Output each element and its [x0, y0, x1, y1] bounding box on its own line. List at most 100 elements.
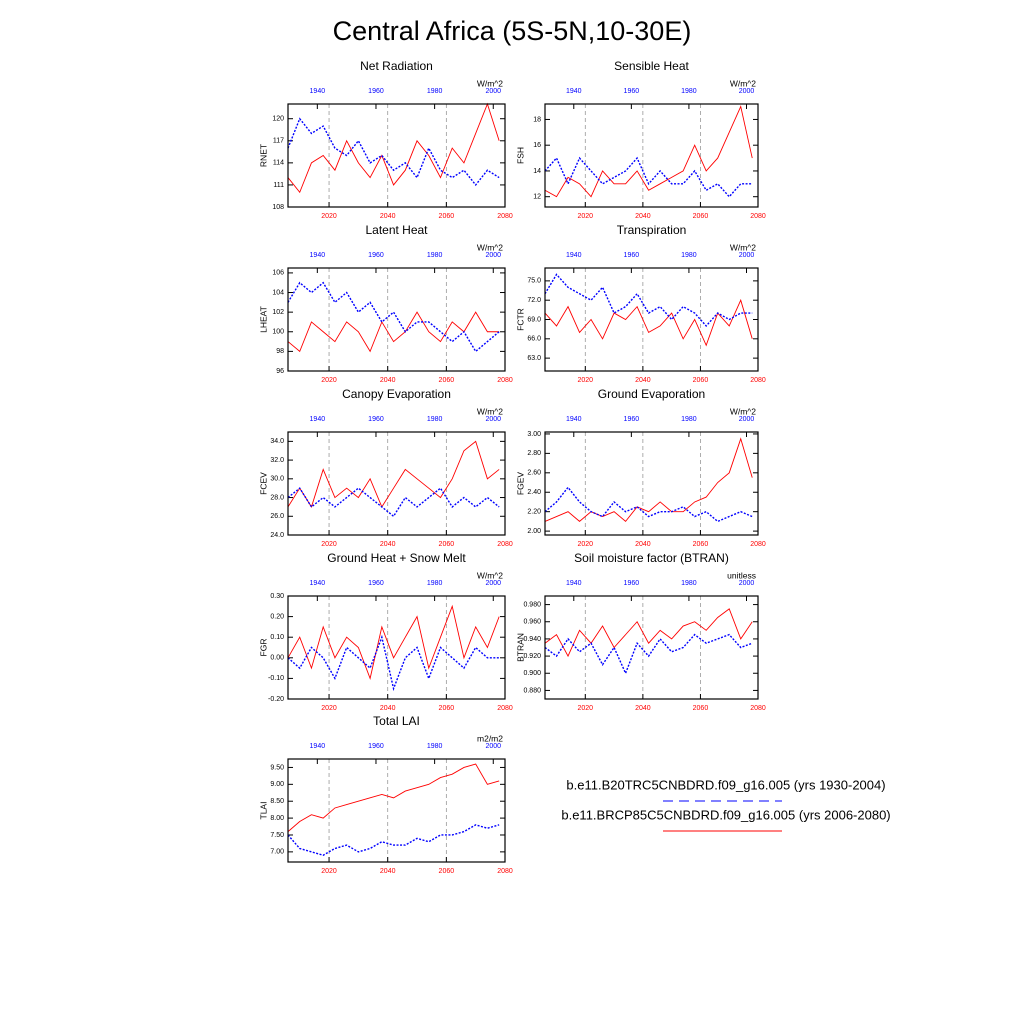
series-line	[544, 273, 753, 327]
panel-title: Ground Heat + Snow Melt	[327, 551, 466, 565]
x-tick-label: 2020	[321, 705, 337, 712]
panel-title: Soil moisture factor (BTRAN)	[574, 551, 729, 565]
y-tick-label: 0.920	[523, 653, 541, 660]
y-tick-label: 8.50	[270, 798, 284, 805]
x-tick-label: 2020	[578, 213, 594, 220]
series-line	[544, 437, 753, 523]
y-tick-label: 0.10	[270, 634, 284, 641]
series-line	[544, 298, 753, 347]
plot-frame	[287, 595, 506, 700]
x2-tick-label: 1960	[368, 88, 384, 95]
x2-tick-label: 1960	[624, 580, 640, 587]
x-tick-label: 2060	[439, 541, 455, 548]
y-tick-label: 69.0	[527, 316, 541, 323]
panel-title: Ground Evaporation	[598, 387, 705, 401]
x-tick-label: 2020	[321, 868, 337, 875]
panel-title: Latent Heat	[365, 223, 428, 237]
y-axis-label: TLAI	[258, 802, 268, 820]
units-label: W/m^2	[730, 406, 756, 416]
x2-tick-label: 2000	[739, 252, 755, 259]
y-tick-label: 0.940	[523, 636, 541, 643]
y-tick-label: 100	[272, 329, 284, 336]
x2-tick-label: 1980	[427, 416, 443, 423]
y-axis-label: FGEV	[515, 472, 525, 495]
plot-frame	[287, 103, 506, 208]
x-tick-label: 2040	[635, 705, 651, 712]
y-tick-label: 106	[272, 270, 284, 277]
x2-tick-label: 1960	[624, 88, 640, 95]
units-label: m2/m2	[477, 733, 503, 743]
y-tick-label: 9.00	[270, 781, 284, 788]
x2-tick-label: 1940	[310, 743, 326, 750]
y-axis-label: FCEV	[258, 472, 268, 495]
x-tick-label: 2040	[380, 705, 396, 712]
x-tick-label: 2040	[635, 377, 651, 384]
x-tick-label: 2020	[321, 377, 337, 384]
y-tick-label: 16	[533, 142, 541, 149]
x2-tick-label: 1980	[427, 743, 443, 750]
y-tick-label: 96	[276, 368, 284, 375]
y-tick-label: 14	[533, 168, 541, 175]
x2-tick-label: 2000	[485, 252, 501, 259]
y-tick-label: 12	[533, 194, 541, 201]
y-tick-label: 0.960	[523, 619, 541, 626]
y-tick-label: 104	[272, 289, 284, 296]
y-tick-label: 7.50	[270, 832, 284, 839]
units-label: W/m^2	[477, 406, 503, 416]
units-label: W/m^2	[730, 242, 756, 252]
x-tick-label: 2040	[380, 377, 396, 384]
x2-tick-label: 1980	[427, 580, 443, 587]
x2-tick-label: 1940	[310, 416, 326, 423]
x2-tick-label: 1940	[310, 252, 326, 259]
plot-frame	[287, 758, 506, 863]
units-label: W/m^2	[477, 242, 503, 252]
y-tick-label: 26.0	[270, 513, 284, 520]
x2-tick-label: 1980	[681, 580, 697, 587]
y-tick-label: 0.900	[523, 670, 541, 677]
y-tick-label: 120	[272, 116, 284, 123]
figure-title: Central Africa (5S-5N,10-30E)	[333, 16, 692, 46]
y-tick-label: 111	[273, 182, 284, 189]
x-tick-label: 2020	[321, 541, 337, 548]
x2-tick-label: 1940	[566, 88, 582, 95]
series-line	[287, 487, 500, 518]
x-tick-label: 2080	[497, 541, 513, 548]
x2-tick-label: 1980	[681, 416, 697, 423]
panel-title: Transpiration	[617, 223, 687, 237]
y-axis-label: RNET	[258, 144, 268, 167]
x-tick-label: 2060	[693, 377, 709, 384]
x2-tick-label: 2000	[485, 743, 501, 750]
y-tick-label: 75.0	[527, 278, 541, 285]
x2-tick-label: 1940	[566, 416, 582, 423]
y-tick-label: 117	[273, 138, 284, 145]
y-tick-label: 3.00	[527, 431, 541, 438]
series-line	[287, 763, 500, 832]
y-tick-label: 102	[272, 309, 284, 316]
y-tick-label: 24.0	[270, 532, 284, 539]
x-tick-label: 2020	[578, 705, 594, 712]
y-tick-label: 2.40	[527, 489, 541, 496]
x2-tick-label: 1960	[368, 743, 384, 750]
x-tick-label: 2080	[497, 377, 513, 384]
y-tick-label: 2.60	[527, 470, 541, 477]
series-line	[287, 311, 500, 353]
x-tick-label: 2040	[380, 868, 396, 875]
series-line	[544, 486, 753, 523]
plot-frame	[544, 267, 759, 372]
y-tick-label: 34.0	[270, 438, 284, 445]
x-tick-label: 2060	[439, 868, 455, 875]
x2-tick-label: 1960	[624, 416, 640, 423]
x2-tick-label: 1940	[566, 252, 582, 259]
x-tick-label: 2060	[439, 705, 455, 712]
x2-tick-label: 2000	[485, 580, 501, 587]
x2-tick-label: 1980	[427, 88, 443, 95]
x2-tick-label: 2000	[739, 416, 755, 423]
x2-tick-label: 1980	[681, 88, 697, 95]
x2-tick-label: 2000	[485, 88, 501, 95]
y-tick-label: 8.00	[270, 815, 284, 822]
y-tick-label: 9.50	[270, 764, 284, 771]
x-tick-label: 2080	[750, 377, 766, 384]
x-tick-label: 2020	[578, 377, 594, 384]
